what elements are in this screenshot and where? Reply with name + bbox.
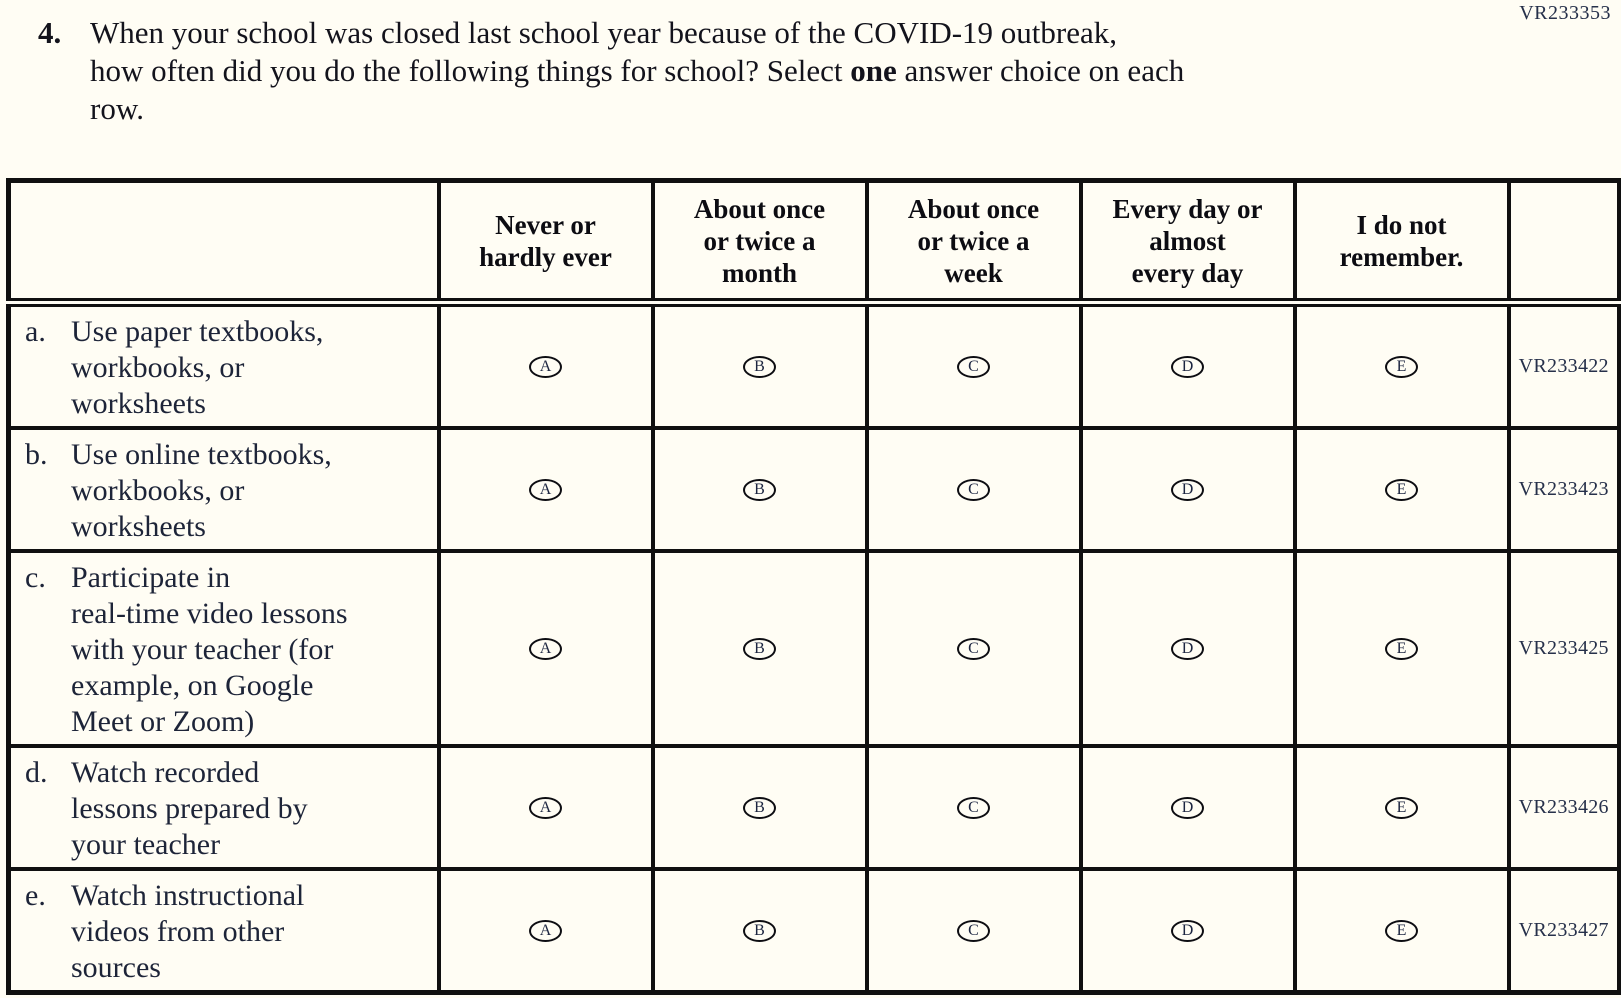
answer-bubble-a-B[interactable]: B xyxy=(743,355,776,378)
question-line-1: When your school was closed last school … xyxy=(90,15,1117,50)
question-line-3: row. xyxy=(90,91,144,126)
header-row: Never or hardly ever About once or twice… xyxy=(6,178,1621,307)
row-b-letter: b. xyxy=(25,438,48,471)
row-a-letter: a. xyxy=(25,315,46,348)
answer-bubble-a-C[interactable]: C xyxy=(957,355,990,378)
answer-bubble-a-E[interactable]: E xyxy=(1385,355,1418,378)
row-e-option-month-cell: B xyxy=(650,867,869,995)
answer-bubble-d-A[interactable]: A xyxy=(529,796,562,819)
row-d-label-cell: d. Watch recorded lessons prepared by yo… xyxy=(6,744,441,871)
answer-bubble-a-D[interactable]: D xyxy=(1171,355,1204,378)
question-line-2: how often did you do the following thing… xyxy=(90,52,1184,90)
row-a-code: VR233422 xyxy=(1506,300,1621,430)
table-row-d: d. Watch recorded lessons prepared by yo… xyxy=(6,744,1621,871)
header-do-not-remember: I do not remember. xyxy=(1292,178,1511,307)
question-line-2-bold: one xyxy=(850,53,897,88)
row-e-label-cell: e. Watch instructional videos from other… xyxy=(6,867,441,995)
row-a-option-never-cell: A xyxy=(436,300,655,430)
header-every-day: Every day or almost every day xyxy=(1078,178,1297,307)
row-e-option-week-cell: C xyxy=(864,867,1083,995)
answer-bubble-b-E[interactable]: E xyxy=(1385,478,1418,501)
row-b-option-never-cell: A xyxy=(436,426,655,553)
question-line-2-before: how often did you do the following thing… xyxy=(90,53,851,88)
form-code-top-right: VR233353 xyxy=(1519,2,1611,24)
answer-bubble-d-B[interactable]: B xyxy=(743,796,776,819)
survey-grid: Never or hardly ever About once or twice… xyxy=(6,178,1621,995)
row-e-code: VR233427 xyxy=(1506,867,1621,995)
row-e-letter: e. xyxy=(25,879,46,912)
answer-bubble-c-C[interactable]: C xyxy=(957,637,990,660)
row-e-option-never-cell: A xyxy=(436,867,655,995)
answer-bubble-e-E[interactable]: E xyxy=(1385,919,1418,942)
row-c-option-noremember-cell: E xyxy=(1292,549,1511,748)
row-c-letter: c. xyxy=(25,561,46,594)
header-empty-label-cell xyxy=(6,178,441,307)
answer-bubble-a-A[interactable]: A xyxy=(529,355,562,378)
answer-bubble-d-C[interactable]: C xyxy=(957,796,990,819)
row-d-label: Watch recorded lessons prepared by your … xyxy=(71,756,308,861)
row-d-code: VR233426 xyxy=(1506,744,1621,871)
row-b-option-week-cell: C xyxy=(864,426,1083,553)
answer-bubble-c-D[interactable]: D xyxy=(1171,637,1204,660)
row-b-option-month-cell: B xyxy=(650,426,869,553)
answer-bubble-e-C[interactable]: C xyxy=(957,919,990,942)
row-b-option-everyday-cell: D xyxy=(1078,426,1297,553)
answer-bubble-b-A[interactable]: A xyxy=(529,478,562,501)
answer-bubble-e-B[interactable]: B xyxy=(743,919,776,942)
answer-bubble-b-D[interactable]: D xyxy=(1171,478,1204,501)
header-never-or-hardly-ever: Never or hardly ever xyxy=(436,178,655,307)
answer-bubble-d-E[interactable]: E xyxy=(1385,796,1418,819)
row-e-option-everyday-cell: D xyxy=(1078,867,1297,995)
question-number: 4. xyxy=(38,15,62,50)
row-e-option-noremember-cell: E xyxy=(1292,867,1511,995)
answer-bubble-b-C[interactable]: C xyxy=(957,478,990,501)
row-c-code: VR233425 xyxy=(1506,549,1621,748)
row-b-label: Use online textbooks, workbooks, or work… xyxy=(71,438,332,543)
answer-bubble-c-A[interactable]: A xyxy=(529,637,562,660)
answer-bubble-c-B[interactable]: B xyxy=(743,637,776,660)
table-row-a: a. Use paper textbooks, workbooks, or wo… xyxy=(6,300,1621,430)
row-c-option-week-cell: C xyxy=(864,549,1083,748)
row-d-option-noremember-cell: E xyxy=(1292,744,1511,871)
row-e-label: Watch instructional videos from other so… xyxy=(71,879,305,984)
row-b-code: VR233423 xyxy=(1506,426,1621,553)
answer-bubble-b-B[interactable]: B xyxy=(743,478,776,501)
row-c-option-month-cell: B xyxy=(650,549,869,748)
table-row-c: c. Participate in real-time video lesson… xyxy=(6,549,1621,748)
answer-bubble-e-D[interactable]: D xyxy=(1171,919,1204,942)
table-row-b: b. Use online textbooks, workbooks, or w… xyxy=(6,426,1621,553)
answer-bubble-e-A[interactable]: A xyxy=(529,919,562,942)
row-d-letter: d. xyxy=(25,756,48,789)
row-b-label-cell: b. Use online textbooks, workbooks, or w… xyxy=(6,426,441,553)
row-a-option-everyday-cell: D xyxy=(1078,300,1297,430)
answer-bubble-c-E[interactable]: E xyxy=(1385,637,1418,660)
row-a-option-month-cell: B xyxy=(650,300,869,430)
table-row-e: e. Watch instructional videos from other… xyxy=(6,867,1621,995)
row-a-option-noremember-cell: E xyxy=(1292,300,1511,430)
row-a-label-cell: a. Use paper textbooks, workbooks, or wo… xyxy=(6,300,441,430)
row-c-label-cell: c. Participate in real-time video lesson… xyxy=(6,549,441,748)
row-d-option-month-cell: B xyxy=(650,744,869,871)
header-once-twice-week: About once or twice a week xyxy=(864,178,1083,307)
question-block: 4. When your school was closed last scho… xyxy=(38,14,1184,128)
row-d-option-everyday-cell: D xyxy=(1078,744,1297,871)
row-d-option-never-cell: A xyxy=(436,744,655,871)
header-once-twice-month: About once or twice a month xyxy=(650,178,869,307)
question-line-2-after: answer choice on each xyxy=(896,53,1185,88)
row-c-label: Participate in real-time video lessons w… xyxy=(71,561,348,738)
header-empty-code-cell xyxy=(1506,178,1621,307)
row-a-label: Use paper textbooks, workbooks, or works… xyxy=(71,315,324,420)
question-text: When your school was closed last school … xyxy=(90,14,1184,128)
row-b-option-noremember-cell: E xyxy=(1292,426,1511,553)
row-c-option-everyday-cell: D xyxy=(1078,549,1297,748)
row-a-option-week-cell: C xyxy=(864,300,1083,430)
row-c-option-never-cell: A xyxy=(436,549,655,748)
answer-bubble-d-D[interactable]: D xyxy=(1171,796,1204,819)
row-d-option-week-cell: C xyxy=(864,744,1083,871)
